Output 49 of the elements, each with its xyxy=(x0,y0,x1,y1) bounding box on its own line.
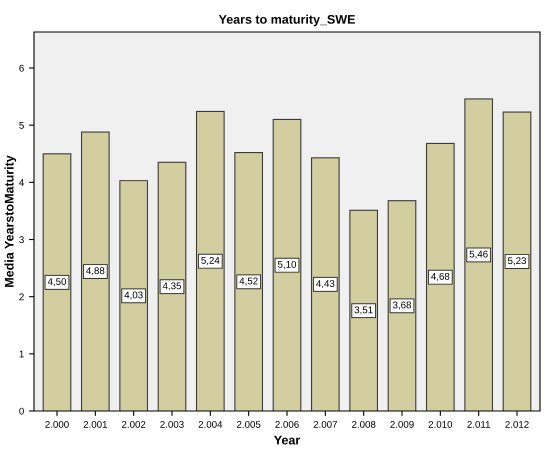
chart-title: Years to maturity_SWE xyxy=(218,14,355,26)
x-tick-label: 2.011 xyxy=(467,420,490,428)
x-tick-label: 2.001 xyxy=(84,420,108,428)
x-tick-label: 2.003 xyxy=(160,420,184,428)
bar xyxy=(310,157,340,411)
x-tick-label: 2.005 xyxy=(236,420,260,428)
data-label: 4,52 xyxy=(239,278,258,286)
y-tick-label: 4 xyxy=(19,179,24,186)
y-tick-label: 1 xyxy=(20,350,24,358)
data-label: 4,43 xyxy=(316,280,334,288)
y-tick-label: 2 xyxy=(19,293,24,300)
x-axis-title: Year xyxy=(274,436,300,445)
x-tick-label: 2.006 xyxy=(275,420,299,428)
data-label: 4,68 xyxy=(431,272,450,281)
bar xyxy=(464,98,494,411)
data-label: 4,35 xyxy=(162,282,182,290)
bar xyxy=(158,162,186,411)
x-tick-label: 2.007 xyxy=(314,420,338,428)
bar xyxy=(119,180,148,411)
bar xyxy=(272,118,302,411)
y-tick-label: 3 xyxy=(19,236,24,244)
data-label: 3,68 xyxy=(392,302,412,310)
data-label: 5,10 xyxy=(278,260,296,269)
y-tick-label: 0 xyxy=(19,408,24,415)
bar xyxy=(349,210,378,411)
data-label: 3,51 xyxy=(354,306,373,314)
data-label: 4,88 xyxy=(86,267,104,276)
x-tick-label: 2.002 xyxy=(122,420,146,428)
bar xyxy=(80,131,110,411)
data-label: 4,03 xyxy=(124,292,143,300)
x-tick-label: 2.009 xyxy=(390,420,414,428)
x-tick-label: 2.010 xyxy=(428,420,452,428)
y-tick-label: 5 xyxy=(19,122,24,129)
bar xyxy=(502,111,532,411)
x-tick-label: 2.000 xyxy=(45,420,69,428)
bar xyxy=(234,152,264,411)
data-label: 5,23 xyxy=(508,257,526,266)
bar xyxy=(196,110,225,411)
data-label: 5,46 xyxy=(470,250,488,259)
bar xyxy=(388,200,416,411)
x-tick-label: 2.012 xyxy=(505,420,529,428)
bar xyxy=(42,153,72,411)
data-label: 5,24 xyxy=(201,256,220,265)
x-tick-label: 2.008 xyxy=(352,420,376,428)
y-tick-label: 6 xyxy=(19,64,24,72)
x-tick-label: 2.004 xyxy=(198,420,222,428)
bar xyxy=(426,142,455,411)
y-axis-title: Media YearstoMaturity xyxy=(4,155,16,287)
data-label: 4,50 xyxy=(48,278,66,286)
